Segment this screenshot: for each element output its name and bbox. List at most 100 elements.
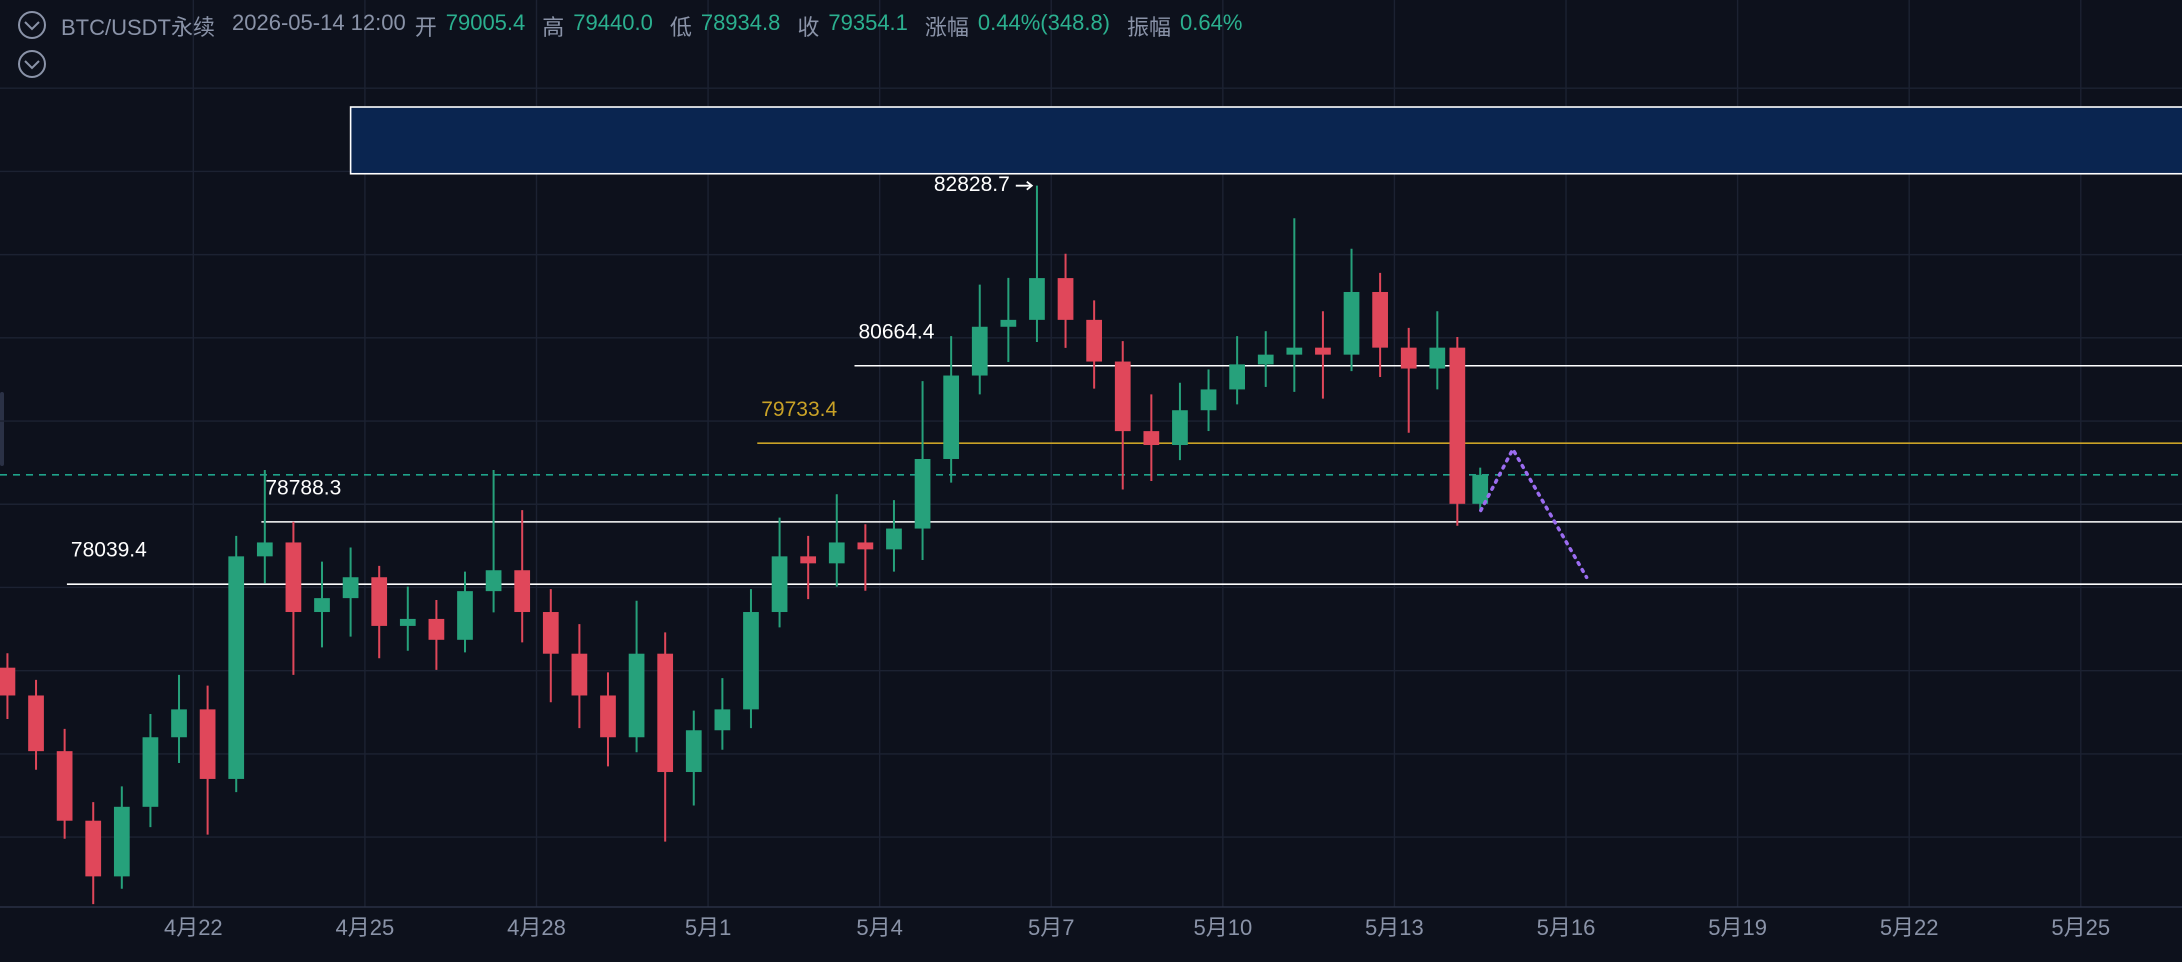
candle (28, 679, 44, 770)
expand-icon[interactable] (18, 50, 46, 78)
candle-body (171, 709, 187, 738)
candle (85, 802, 102, 905)
candle-body (1429, 347, 1446, 369)
level-label: 78039.4 (71, 539, 147, 562)
candle-body (800, 556, 817, 564)
candle (1086, 300, 1103, 389)
candle (857, 524, 874, 591)
candle (428, 599, 445, 670)
x-tick-label: 5月22 (1880, 915, 1939, 940)
x-tick-label: 5月25 (2051, 915, 2110, 940)
candle (743, 589, 759, 729)
candle-body (85, 820, 102, 877)
candle (485, 470, 502, 613)
candle (1172, 382, 1188, 461)
candle-body (285, 542, 302, 613)
header-symbol: BTC/USDT永续 (61, 15, 216, 40)
header-label: 开 (414, 15, 437, 40)
level-label: 80664.4 (858, 320, 934, 343)
header-value: 78934.8 (700, 10, 781, 35)
candle (199, 685, 216, 835)
projection-line (1479, 445, 1589, 580)
candle (771, 517, 788, 628)
candle-body (1143, 431, 1160, 446)
candle (171, 674, 187, 764)
collapse-icon[interactable] (18, 11, 46, 39)
header-label: 收 (797, 15, 820, 40)
candle-body (1449, 347, 1466, 504)
candle-body (771, 556, 788, 613)
candle-body (142, 737, 159, 807)
candle-body (600, 695, 616, 738)
x-tick-label: 5月13 (1365, 915, 1424, 940)
ohlc-header: BTC/USDT永续 2026-05-14 12:00 开 79005.4 高 79440… (61, 10, 1250, 42)
header-label: 涨幅 (924, 15, 969, 40)
x-tick-label: 5月1 (685, 915, 731, 940)
candle-body (1114, 361, 1131, 432)
candle-body (657, 653, 674, 773)
x-tick-label: 4月25 (336, 915, 395, 940)
candle-body (914, 458, 931, 529)
candle-body (1029, 278, 1045, 320)
candle-body (485, 570, 502, 592)
candle-body (28, 695, 44, 752)
candle-body (1315, 347, 1331, 355)
candle (1400, 327, 1417, 433)
zone (349, 106, 2182, 175)
candle (1257, 331, 1274, 387)
candle-body (943, 375, 960, 459)
candle (828, 494, 845, 587)
candle-body (1343, 291, 1360, 355)
candle (1429, 311, 1446, 390)
candle-body (1172, 410, 1188, 446)
candle (1472, 467, 1489, 510)
candle (371, 565, 388, 659)
candle-body (457, 591, 473, 640)
candle-body (1229, 364, 1245, 390)
candle (1143, 394, 1160, 481)
candle-body (571, 653, 588, 696)
expand-chevron (24, 60, 40, 70)
x-tick-label: 4月28 (507, 915, 566, 940)
candle-body (1472, 474, 1489, 504)
candle (1449, 337, 1466, 526)
candle (1000, 277, 1017, 362)
candle (1372, 272, 1388, 377)
candle-body (399, 618, 416, 626)
candle-body (428, 618, 445, 640)
candle (1114, 341, 1131, 490)
candle-body (1286, 347, 1303, 355)
candle-body (342, 577, 359, 599)
x-tick-label: 5月7 (1028, 915, 1074, 940)
x-tick-label: 4月22 (164, 915, 223, 940)
candle (914, 381, 931, 561)
candle-body (228, 556, 245, 779)
candle (256, 470, 273, 584)
candle-body (371, 577, 388, 626)
candle (0, 653, 16, 719)
header-value: 79440.0 (573, 10, 653, 35)
candle-body (113, 806, 130, 877)
candle-body (743, 612, 759, 710)
candle-body (971, 326, 988, 376)
header-value: 79354.1 (828, 10, 908, 35)
x-tick-label: 5月4 (856, 915, 902, 940)
candle-body (0, 667, 16, 696)
candle (228, 535, 245, 793)
candle-body (857, 542, 874, 550)
candle (457, 571, 473, 653)
candle (1229, 336, 1245, 405)
header-label: 高 (542, 15, 565, 40)
candle-body (1372, 291, 1388, 348)
candle (600, 672, 616, 767)
candle (342, 547, 359, 637)
candle (800, 535, 817, 600)
candle-body (685, 730, 702, 773)
header-value: 79005.4 (445, 10, 526, 35)
candle-body (199, 709, 216, 779)
candle (1286, 218, 1303, 392)
candle-body (1086, 319, 1103, 362)
candle-body (828, 542, 845, 564)
candle (314, 561, 330, 648)
